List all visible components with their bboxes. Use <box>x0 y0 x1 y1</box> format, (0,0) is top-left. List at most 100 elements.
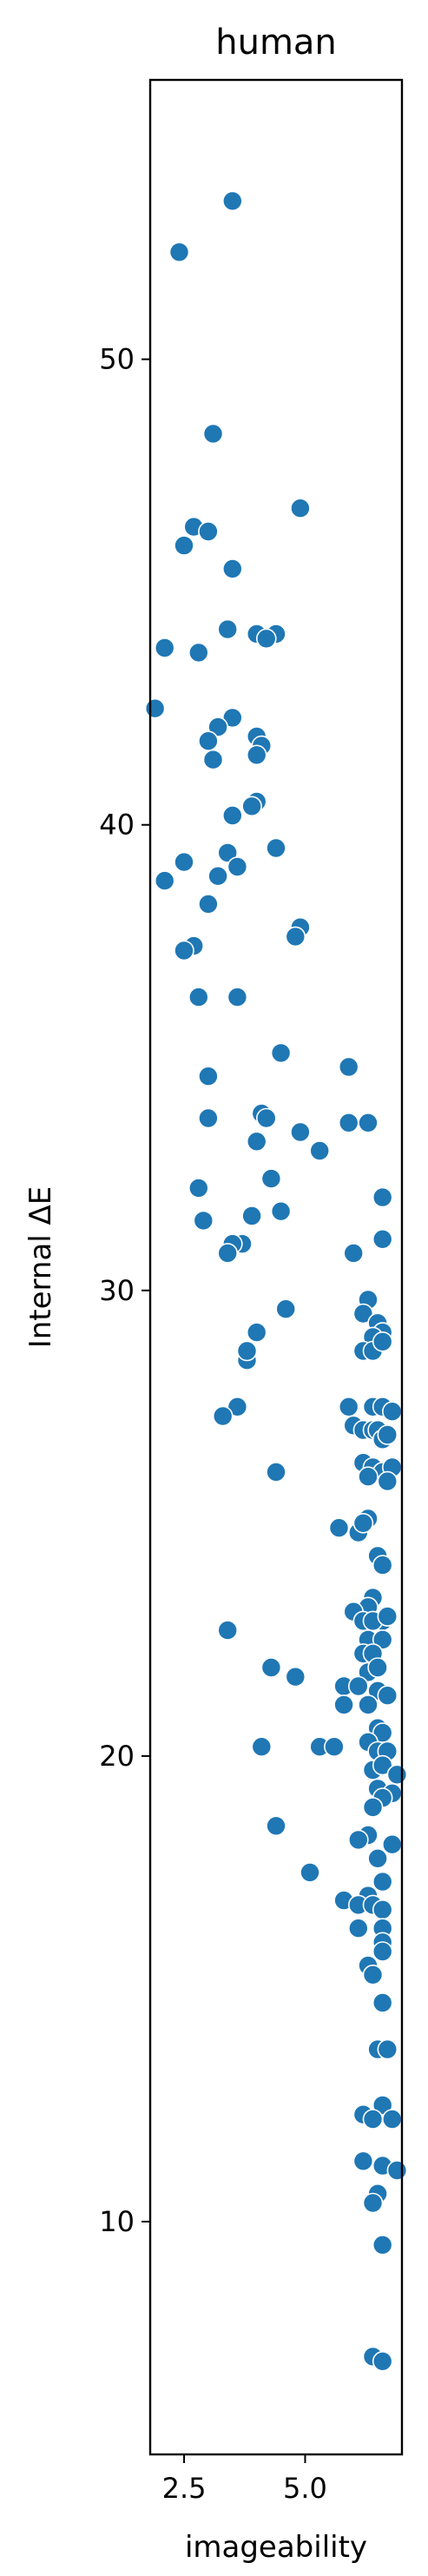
data-point <box>236 1340 258 1362</box>
data-point <box>260 1657 282 1678</box>
data-point <box>372 1992 393 2013</box>
data-point <box>381 2109 403 2130</box>
data-point <box>290 1121 311 1143</box>
data-point <box>372 1899 393 1920</box>
data-point <box>207 865 228 887</box>
data-point <box>198 1107 219 1129</box>
data-point <box>377 2038 398 2060</box>
data-point <box>338 1397 359 1417</box>
data-point <box>275 1298 297 1319</box>
data-point <box>217 842 239 863</box>
data-point <box>221 558 243 579</box>
data-point <box>188 1178 209 1199</box>
data-point <box>352 2150 374 2172</box>
data-point <box>241 1205 262 1226</box>
y-axis-label: Internal ΔE <box>23 1186 58 1349</box>
data-point <box>144 697 166 719</box>
data-point <box>168 241 190 263</box>
y-axis-ticks: 10 20 30 40 50 <box>99 343 150 2238</box>
data-point <box>358 1694 379 1715</box>
data-point <box>221 707 243 729</box>
data-point <box>285 926 306 948</box>
data-point <box>386 1764 408 1786</box>
data-point <box>372 2235 393 2256</box>
data-point <box>328 1517 350 1538</box>
data-point <box>367 1657 388 1678</box>
data-point <box>367 1848 388 1869</box>
data-point <box>372 2351 393 2372</box>
data-point <box>352 1303 374 1324</box>
x-tick-label: 5.0 <box>283 2472 327 2505</box>
x-axis-label: imageability <box>185 2530 367 2565</box>
data-point <box>260 1168 282 1189</box>
data-point <box>270 1200 292 1222</box>
y-tick-label: 50 <box>99 343 135 376</box>
data-point <box>217 618 239 640</box>
data-point <box>381 1833 403 1855</box>
data-point <box>300 1862 320 1883</box>
data-point <box>372 1941 393 1962</box>
data-point <box>188 642 209 664</box>
chart-title: human <box>215 23 337 63</box>
data-point <box>347 1918 369 1939</box>
data-point <box>227 856 248 877</box>
data-point <box>347 1829 369 1851</box>
data-point <box>246 744 267 766</box>
data-point <box>358 1466 379 1487</box>
y-tick-label: 30 <box>99 1274 135 1307</box>
data-point <box>154 637 175 658</box>
data-point <box>174 535 194 556</box>
data-point <box>372 1629 393 1650</box>
data-point <box>198 894 219 915</box>
data-point <box>358 1113 379 1133</box>
y-tick-label: 20 <box>99 1740 135 1773</box>
data-point <box>372 1555 393 1575</box>
data-point <box>290 498 311 519</box>
data-point <box>377 1606 398 1627</box>
x-axis-ticks: 2.5 5.0 <box>162 2454 327 2505</box>
data-point <box>202 423 224 445</box>
data-point <box>217 1620 239 1641</box>
data-point <box>266 1462 286 1483</box>
data-point <box>270 1042 292 1064</box>
data-point <box>377 1685 398 1706</box>
data-point <box>198 1066 219 1087</box>
data-point <box>324 1736 345 1757</box>
data-point <box>198 730 219 752</box>
data-point <box>333 1694 354 1715</box>
data-point <box>241 796 262 817</box>
data-point <box>377 1424 398 1445</box>
data-point <box>202 749 224 770</box>
data-point <box>372 1871 393 1892</box>
data-point <box>372 1331 393 1352</box>
data-point <box>188 987 209 1007</box>
data-point <box>207 717 228 737</box>
data-point <box>338 1056 359 1078</box>
data-point <box>285 1666 306 1688</box>
data-point <box>381 1401 403 1422</box>
data-point <box>372 2095 393 2116</box>
data-point <box>217 1243 239 1264</box>
data-point <box>212 1405 234 1427</box>
data-point <box>372 1754 393 1776</box>
data-point <box>309 1140 331 1161</box>
data-point <box>251 1736 273 1757</box>
data-point <box>174 851 194 873</box>
data-point <box>372 1722 393 1743</box>
plot-frame <box>148 78 404 2456</box>
data-point <box>362 1797 384 1818</box>
data-point <box>246 1322 267 1343</box>
data-point <box>221 190 243 212</box>
data-point <box>343 1243 365 1264</box>
data-point <box>372 1229 393 1250</box>
data-point <box>154 870 175 891</box>
data-point <box>246 1131 267 1153</box>
x-tick-label: 2.5 <box>162 2472 207 2505</box>
data-point <box>255 1107 277 1129</box>
data-point <box>193 1210 214 1232</box>
data-point <box>198 521 219 542</box>
data-point <box>227 987 248 1007</box>
data-point <box>221 805 243 826</box>
data-point <box>362 2109 384 2130</box>
